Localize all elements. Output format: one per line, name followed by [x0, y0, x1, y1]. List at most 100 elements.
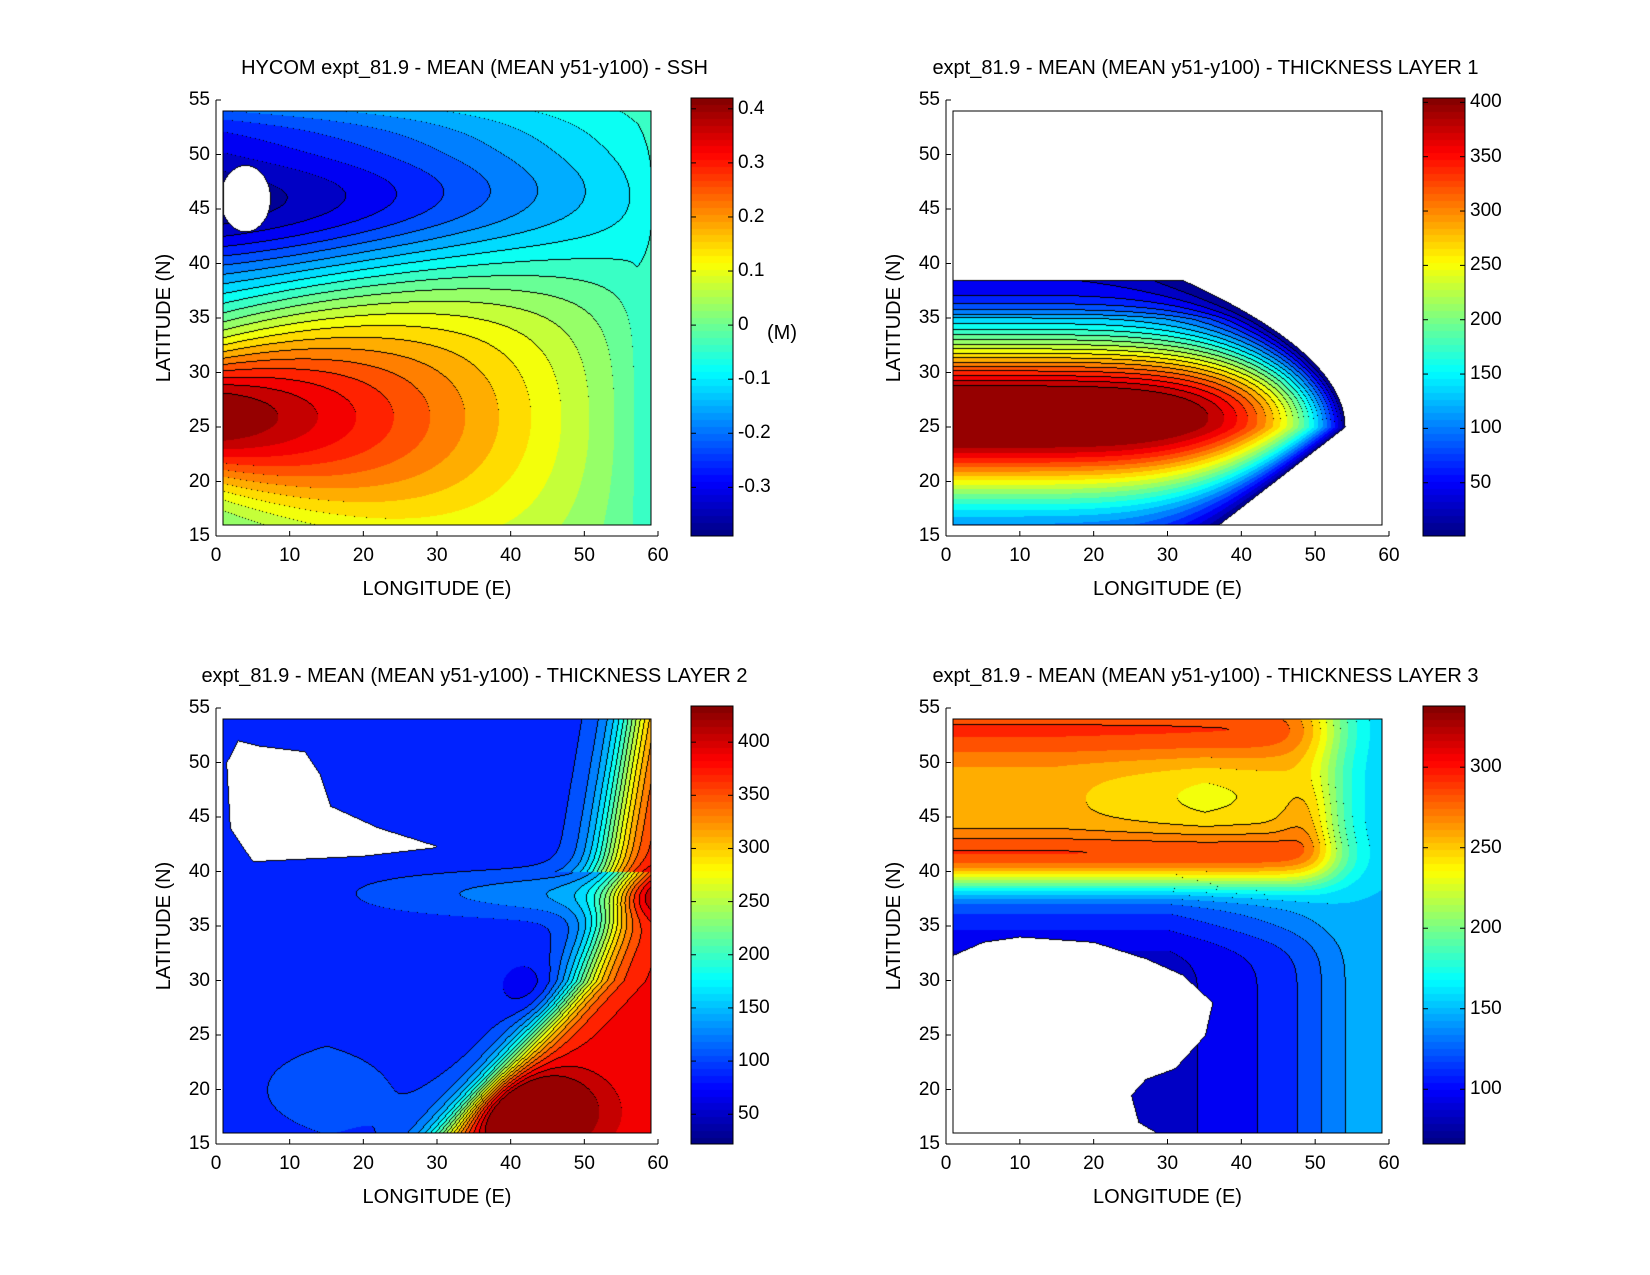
y-tick-label: 35 [188, 307, 210, 328]
y-tick-label: 15 [188, 525, 210, 546]
data-region-border [222, 110, 652, 526]
x-tick-label: 20 [352, 1153, 374, 1174]
x-tick-label: 40 [500, 1153, 522, 1174]
contour-field [953, 719, 1382, 1133]
colorbar-tick-label: 350 [1470, 145, 1502, 167]
chart-title: expt_81.9 - MEAN (MEAN y51-y100) - THICK… [932, 57, 1479, 79]
colorbar-tick-label: 200 [738, 943, 770, 965]
contour-field [223, 719, 651, 1133]
y-tick-label: 45 [188, 806, 210, 827]
colorbar-tick-label: 100 [1470, 417, 1502, 439]
data-region-border [952, 110, 1383, 526]
colorbar-border [1422, 705, 1466, 1145]
y-tick-label: 55 [188, 697, 210, 718]
colorbar-tick-label: 0.1 [738, 260, 765, 282]
y-tick-label: 55 [918, 697, 940, 718]
y-tick-label: 40 [188, 860, 210, 882]
x-tick-label: 0 [210, 545, 222, 566]
colorbar-tick-label: 300 [1470, 200, 1502, 222]
y-tick-label: 40 [918, 252, 940, 274]
colorbar-tick-label: 400 [1470, 91, 1502, 113]
x-tick-label: 50 [1304, 545, 1326, 566]
y-tick-label: 25 [188, 1024, 210, 1045]
y-tick-label: 45 [918, 806, 940, 827]
colorbar-tick-label: 200 [1470, 917, 1502, 939]
contour-field [953, 111, 1382, 525]
x-tick-label: 50 [573, 545, 595, 566]
colorbar-tick-label: -0.3 [738, 476, 771, 498]
y-tick-label: 40 [918, 860, 940, 882]
x-tick-label: 60 [647, 545, 669, 566]
y-tick-label: 35 [918, 307, 940, 328]
y-tick-label: 30 [188, 969, 210, 991]
x-tick-label: 20 [352, 545, 374, 566]
y-tick-label: 30 [918, 361, 940, 383]
y-tick-label: 55 [188, 89, 210, 110]
y-tick-label: 20 [188, 470, 210, 492]
colorbar [691, 98, 733, 536]
colorbar-tick-label: 300 [738, 837, 770, 859]
x-tick-label: 10 [1009, 545, 1031, 566]
y-tick-label: 40 [188, 252, 210, 274]
y-tick-label: 25 [918, 416, 940, 437]
y-tick-label: 30 [918, 969, 940, 991]
x-tick-label: 30 [426, 1153, 448, 1174]
y-axis-label: LATITUDE (N) [153, 861, 175, 991]
colorbar-tick-label: 250 [1470, 836, 1502, 858]
y-axis-label: LATITUDE (N) [153, 253, 175, 383]
x-axis-label: LONGITUDE (E) [1093, 578, 1242, 600]
colorbar-tick-label: 0 [738, 314, 749, 336]
y-tick-label: 55 [918, 89, 940, 110]
x-tick-label: 60 [647, 1153, 669, 1174]
y-tick-label: 25 [918, 1024, 940, 1045]
y-tick-label: 20 [918, 1078, 940, 1100]
colorbar-border [690, 97, 734, 537]
y-tick-label: 25 [188, 416, 210, 437]
colorbar-tick-label: -0.2 [738, 422, 771, 444]
colorbar-tick-label: 50 [1470, 471, 1492, 493]
chart-title: expt_81.9 - MEAN (MEAN y51-y100) - THICK… [932, 665, 1479, 687]
colorbar-tick-label: 250 [1470, 254, 1502, 276]
x-tick-label: 0 [940, 545, 952, 566]
colorbar-tick-label: 250 [738, 890, 770, 912]
colorbar-tick-label: 0.4 [738, 97, 765, 119]
colorbar-tick-label: 400 [738, 731, 770, 753]
x-tick-label: 20 [1083, 1153, 1105, 1174]
x-axis-label: LONGITUDE (E) [362, 578, 512, 600]
y-tick-label: 50 [188, 143, 210, 165]
x-tick-label: 60 [1378, 1153, 1400, 1174]
y-tick-label: 20 [918, 470, 940, 492]
colorbar-tick-label: 0.2 [738, 205, 765, 227]
contour-field [223, 111, 651, 525]
x-tick-label: 50 [1304, 1153, 1326, 1174]
colorbar-tick-label: 0.3 [738, 151, 765, 173]
x-tick-label: 60 [1378, 545, 1400, 566]
x-tick-label: 50 [573, 1153, 595, 1174]
y-tick-label: 45 [188, 198, 210, 219]
y-tick-label: 20 [188, 1078, 210, 1100]
y-tick-label: 45 [918, 198, 940, 219]
x-tick-label: 0 [210, 1153, 222, 1174]
x-tick-label: 40 [1230, 1153, 1252, 1174]
x-tick-label: 30 [1156, 545, 1179, 566]
colorbar-border [1422, 97, 1466, 537]
x-tick-label: 30 [1156, 1153, 1179, 1174]
colorbar-border [690, 705, 734, 1145]
colorbar-tick-label: 200 [1470, 308, 1502, 330]
colorbar [691, 706, 733, 1144]
x-axis-label: LONGITUDE (E) [1093, 1186, 1242, 1208]
x-axis-label: LONGITUDE (E) [362, 1186, 512, 1208]
y-tick-label: 50 [918, 751, 940, 773]
y-axis-label: LATITUDE (N) [883, 253, 905, 383]
data-region-border [222, 718, 652, 1134]
x-tick-label: 10 [279, 545, 301, 566]
y-tick-label: 35 [918, 915, 940, 936]
chart-title: HYCOM expt_81.9 - MEAN (MEAN y51-y100) -… [241, 57, 708, 79]
x-tick-label: 40 [500, 545, 522, 566]
colorbar-tick-label: 350 [738, 784, 770, 806]
